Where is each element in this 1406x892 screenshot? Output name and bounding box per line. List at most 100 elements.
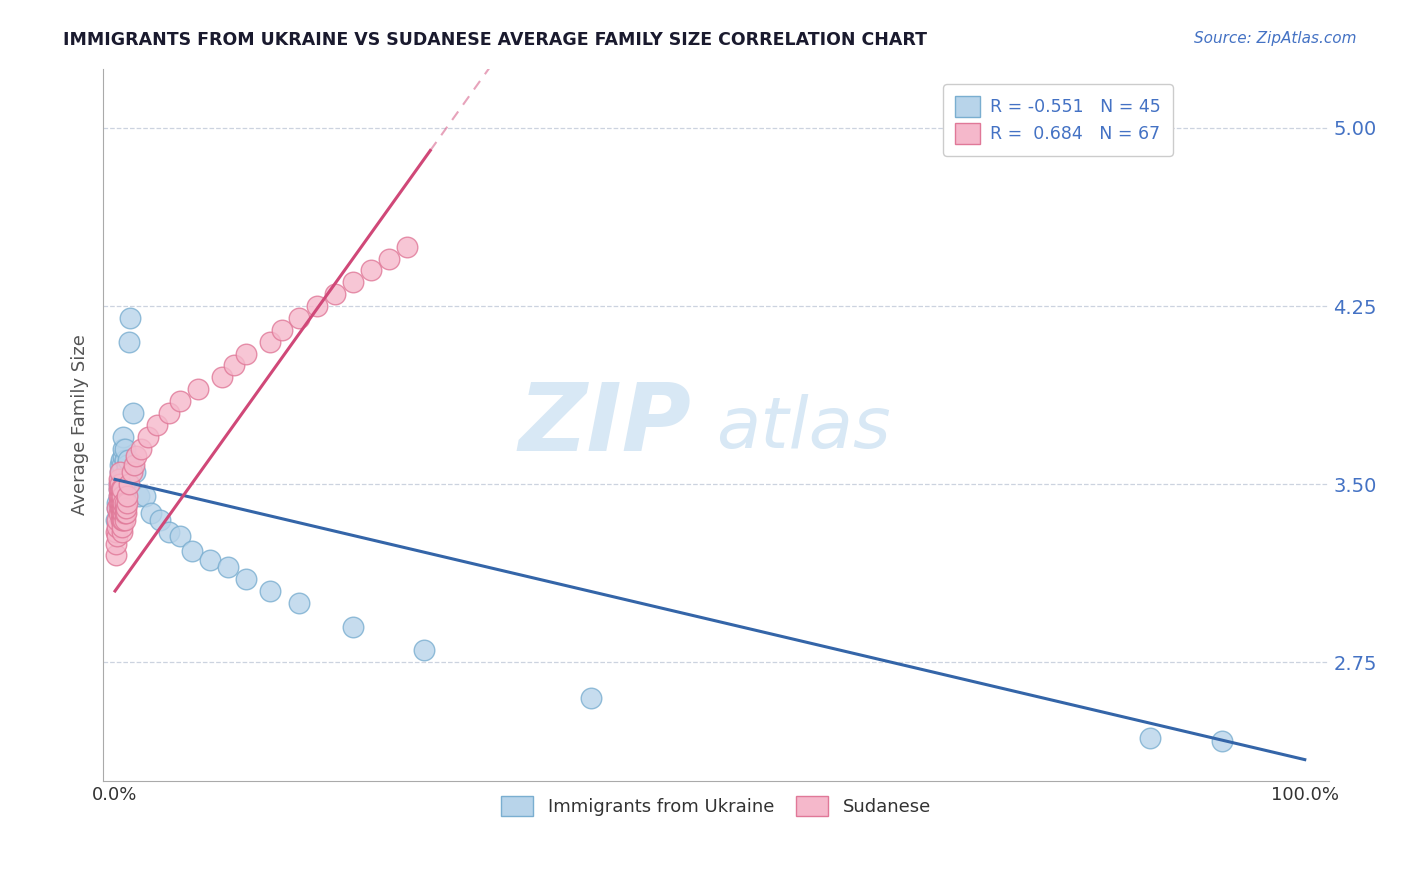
Point (122, 458, 145, 472)
Point (108, 477, 131, 491)
Point (107, 529, 129, 543)
Point (124, 465, 146, 479)
Point (169, 394, 191, 409)
Point (112, 506, 135, 520)
Point (107, 500, 129, 515)
Point (108, 465, 131, 479)
Point (107, 477, 129, 491)
Point (107, 477, 129, 491)
Point (149, 513, 172, 527)
Point (111, 524, 134, 539)
Point (395, 240, 418, 254)
Point (111, 520, 134, 534)
Point (110, 482, 132, 496)
Point (107, 472, 129, 486)
Point (1211, 733, 1233, 747)
Point (145, 417, 167, 432)
Text: IMMIGRANTS FROM UKRAINE VS SUDANESE AVERAGE FAMILY SIZE CORRELATION CHART: IMMIGRANTS FROM UKRAINE VS SUDANESE AVER… (63, 31, 928, 49)
Point (118, 477, 141, 491)
Point (1139, 731, 1161, 746)
Point (114, 506, 136, 520)
Point (112, 442, 135, 456)
Point (110, 465, 132, 479)
Point (110, 496, 132, 510)
Point (120, 310, 142, 325)
Point (110, 453, 132, 467)
Point (108, 500, 131, 515)
Point (107, 482, 129, 496)
Point (111, 458, 134, 472)
Point (111, 472, 134, 486)
Point (110, 500, 132, 515)
Point (107, 496, 129, 510)
Point (117, 453, 139, 467)
Point (125, 449, 148, 463)
Point (112, 500, 135, 515)
Point (259, 334, 281, 349)
Point (307, 299, 329, 313)
Point (107, 489, 129, 503)
Point (108, 465, 131, 479)
Point (111, 500, 134, 515)
Point (108, 489, 131, 503)
Point (105, 549, 128, 563)
Point (138, 429, 160, 443)
Point (115, 458, 138, 472)
Point (129, 442, 152, 456)
Point (187, 382, 209, 396)
Point (377, 252, 399, 266)
Point (360, 263, 382, 277)
Point (112, 429, 135, 443)
Point (107, 506, 129, 520)
Point (323, 287, 346, 301)
Point (114, 442, 136, 456)
Point (128, 489, 150, 503)
Point (105, 536, 128, 550)
Point (181, 543, 204, 558)
Point (112, 513, 135, 527)
Point (259, 584, 281, 599)
Point (107, 513, 129, 527)
Y-axis label: Average Family Size: Average Family Size (72, 334, 89, 516)
Point (217, 560, 239, 574)
Point (270, 323, 292, 337)
Point (107, 489, 129, 503)
Point (110, 482, 132, 496)
Point (122, 406, 145, 420)
Point (110, 513, 132, 527)
Point (107, 520, 129, 534)
Point (105, 513, 128, 527)
Point (211, 370, 233, 384)
Point (110, 489, 132, 503)
Text: Source: ZipAtlas.com: Source: ZipAtlas.com (1194, 31, 1357, 46)
Point (222, 359, 245, 373)
Point (111, 506, 134, 520)
Legend: Immigrants from Ukraine, Sudanese: Immigrants from Ukraine, Sudanese (492, 787, 941, 825)
Point (107, 500, 129, 515)
Point (288, 596, 311, 610)
Point (114, 500, 136, 515)
Point (114, 477, 136, 491)
Point (108, 482, 131, 496)
Point (235, 346, 257, 360)
Point (114, 496, 136, 510)
Point (115, 472, 138, 486)
Point (134, 489, 156, 503)
Point (108, 496, 131, 510)
Point (111, 496, 134, 510)
Point (115, 489, 138, 503)
Point (169, 529, 191, 543)
Point (112, 449, 135, 463)
Point (114, 453, 136, 467)
Text: atlas: atlas (716, 394, 890, 463)
Point (114, 500, 136, 515)
Point (342, 619, 364, 633)
Text: ZIP: ZIP (519, 379, 692, 471)
Point (111, 489, 134, 503)
Point (111, 482, 134, 496)
Point (200, 553, 222, 567)
Point (121, 465, 143, 479)
Point (107, 496, 129, 510)
Point (111, 513, 134, 527)
Point (157, 524, 180, 539)
